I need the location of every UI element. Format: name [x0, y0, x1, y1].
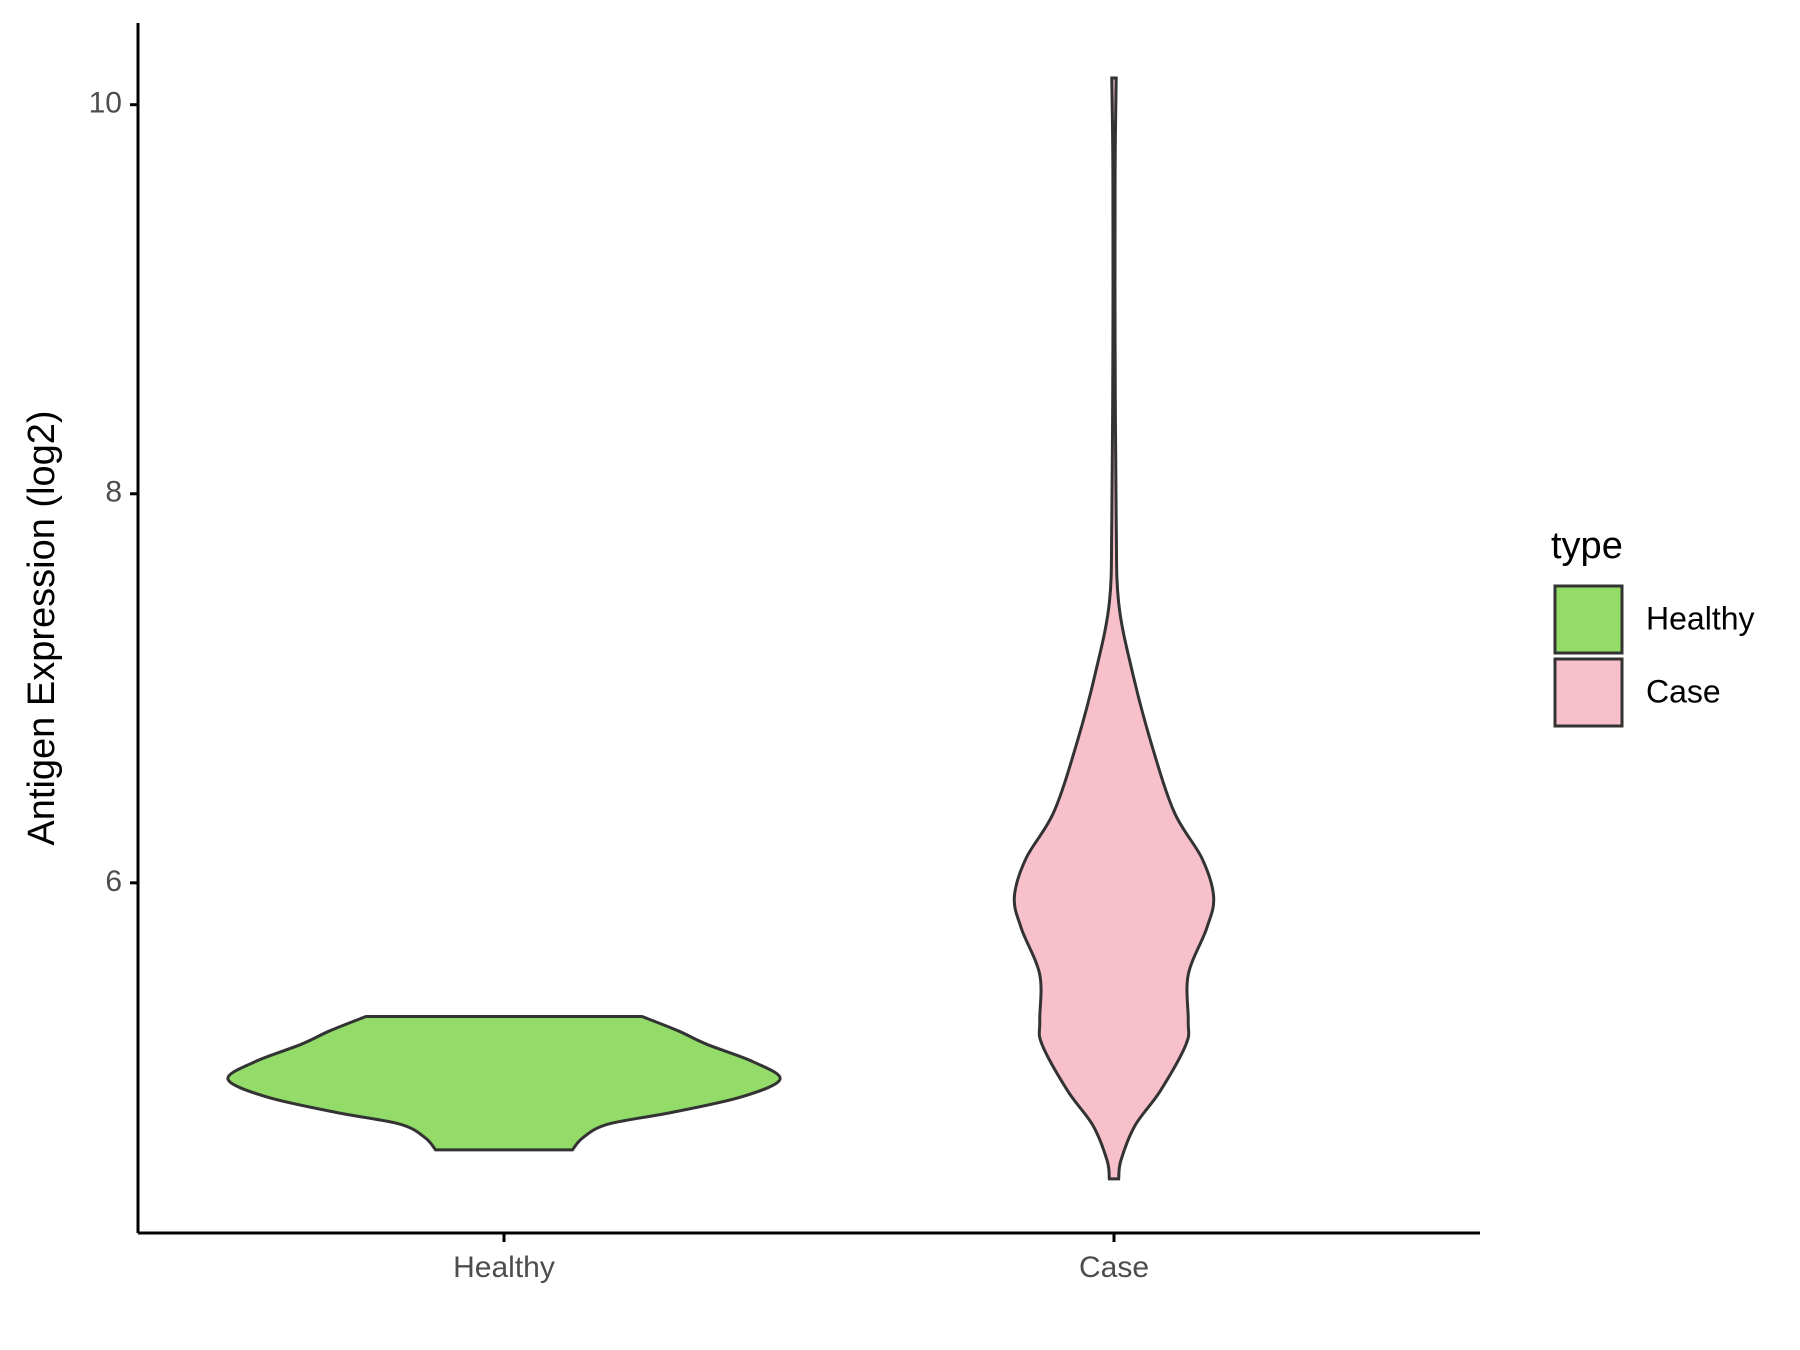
y-tick-label: 10 [89, 87, 122, 120]
violin [1012, 76, 1216, 1181]
legend-key [1553, 657, 1624, 728]
x-tick-label: Healthy [453, 1251, 555, 1284]
y-tick-label: 8 [105, 476, 122, 509]
legend-title: type [1551, 525, 1623, 567]
legend-key [1553, 584, 1624, 655]
y-axis-title: Antigen Expression (log2) [21, 410, 63, 845]
y-tick-label: 6 [105, 865, 122, 898]
violin [226, 1014, 782, 1152]
legend-label: Healthy [1646, 600, 1755, 636]
legend-label: Case [1646, 673, 1721, 709]
x-tick-label: Case [1079, 1251, 1149, 1284]
